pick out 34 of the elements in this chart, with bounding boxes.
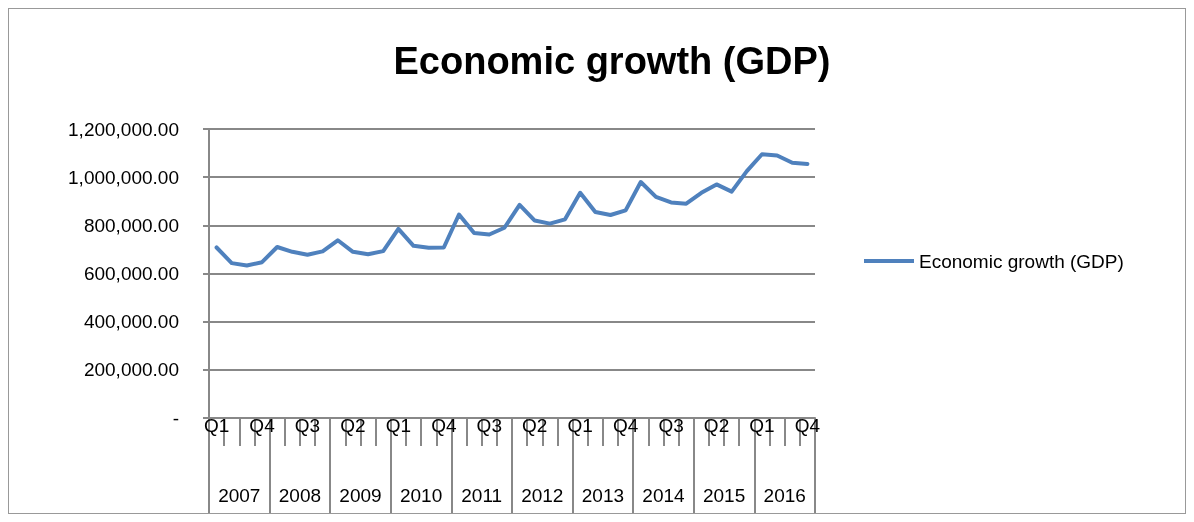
x-tick-label: Q3 xyxy=(294,415,321,436)
x-tick-label: Q2 xyxy=(703,415,730,436)
y-tick-label: 400,000.00 xyxy=(83,311,179,333)
x-tick-label: Q2 xyxy=(340,415,366,436)
x-tick-label: Q1 xyxy=(749,415,775,436)
legend-label: Economic growth (GDP) xyxy=(919,250,1124,272)
text: 2007 xyxy=(218,485,261,506)
text: 2009 xyxy=(339,485,382,506)
text: 2014 xyxy=(642,485,686,506)
x-tick-label: Q4 xyxy=(612,415,639,436)
text: 2016 xyxy=(763,485,806,506)
text: 2015 xyxy=(702,485,746,506)
x-tick-label: Q1 xyxy=(203,415,230,436)
x-tick-label: Q4 xyxy=(431,415,457,436)
x-tick-label: Q4 xyxy=(794,415,821,436)
x-tick-label: Q1 xyxy=(567,415,593,436)
y-tick-label: 800,000.00 xyxy=(83,214,179,236)
x-tick-label: Q3 xyxy=(476,415,502,436)
x-tick-label: Q2 xyxy=(522,415,548,436)
text: 2013 xyxy=(581,485,625,506)
chart-title: Economic growth (GDP) xyxy=(393,40,831,82)
x-tick-label: Q4 xyxy=(249,415,276,436)
text: 2012 xyxy=(521,485,564,506)
text: 2008 xyxy=(278,485,322,506)
x-tick-label: Q1 xyxy=(385,415,412,436)
y-tick-label: 1,200,000.00 xyxy=(68,118,179,140)
x-tick-label: Q3 xyxy=(658,415,684,436)
text: 2011 xyxy=(461,485,503,506)
y-tick-label: 600,000.00 xyxy=(83,263,179,284)
text: 2010 xyxy=(399,485,443,506)
line-series xyxy=(214,152,810,268)
y-tick-label: 1,000,000.00 xyxy=(68,166,179,188)
y-tick-label: 200,000.00 xyxy=(83,359,179,381)
y-tick-label: - xyxy=(172,407,179,429)
